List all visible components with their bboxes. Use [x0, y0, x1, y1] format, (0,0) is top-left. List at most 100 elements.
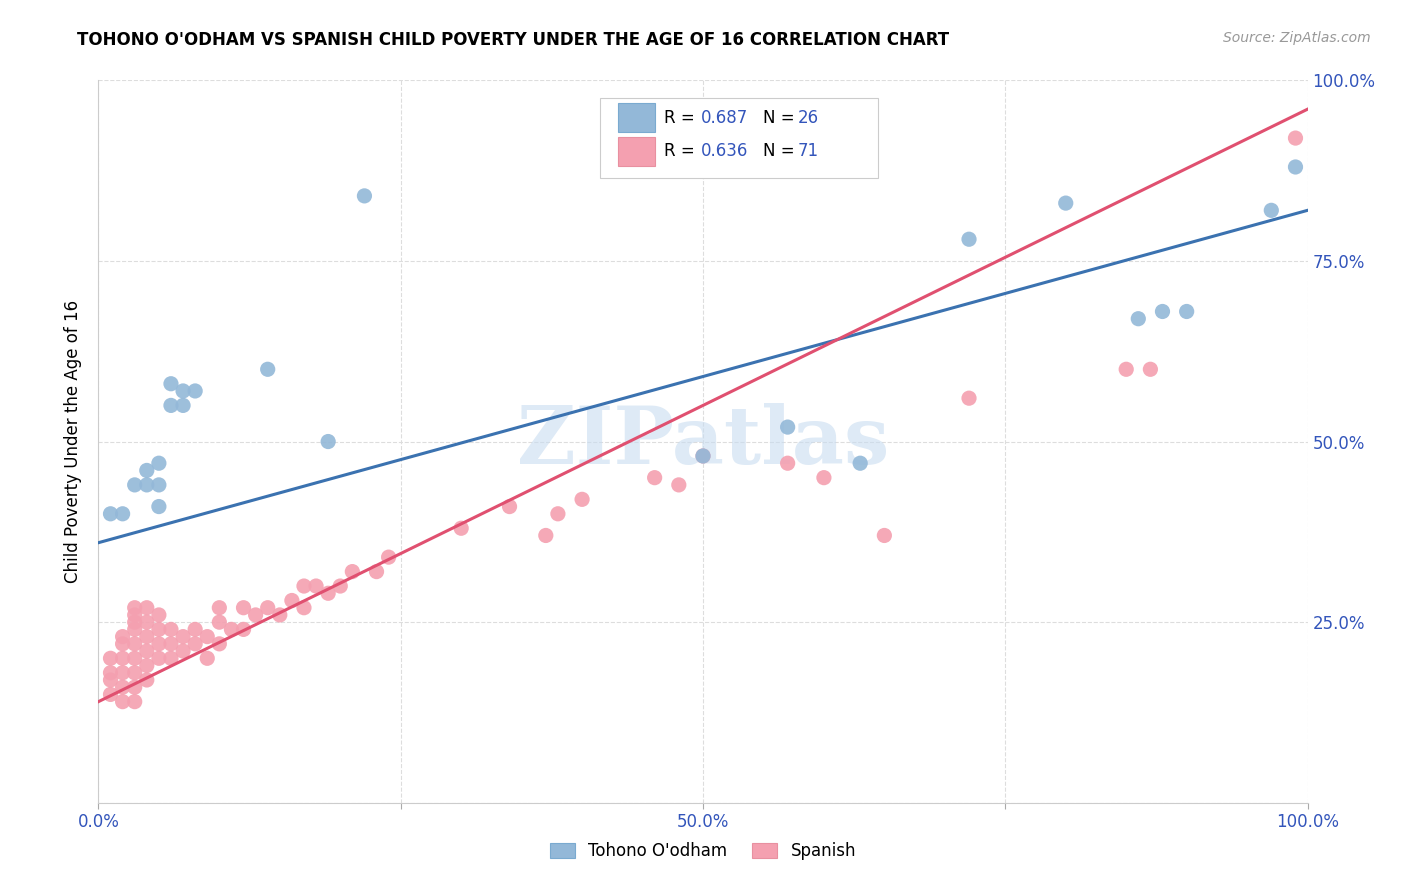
Point [195, 651, 218, 665]
Point [534, 528, 557, 542]
FancyBboxPatch shape [619, 103, 655, 132]
Point [135, 463, 157, 477]
Point [172, 630, 194, 644]
Point [100, 687, 122, 701]
Point [342, 565, 364, 579]
Point [135, 658, 157, 673]
Point [111, 507, 134, 521]
Text: TOHONO O'ODHAM VS SPANISH CHILD POVERTY UNDER THE AGE OF 16 CORRELATION CHART: TOHONO O'ODHAM VS SPANISH CHILD POVERTY … [77, 31, 949, 49]
Point [148, 500, 170, 514]
Point [135, 673, 157, 687]
Point [124, 665, 146, 680]
Point [160, 376, 183, 391]
Point [292, 600, 315, 615]
Point [148, 478, 170, 492]
Point [184, 384, 207, 398]
Point [160, 651, 183, 665]
Point [221, 623, 243, 637]
Point [873, 528, 896, 542]
Point [100, 507, 122, 521]
Point [1284, 160, 1306, 174]
Point [1152, 304, 1174, 318]
Point [111, 695, 134, 709]
Point [1128, 311, 1150, 326]
Point [172, 644, 194, 658]
Point [208, 615, 231, 630]
Point [195, 630, 218, 644]
Point [1175, 304, 1198, 318]
Point [111, 630, 134, 644]
Point [135, 600, 157, 615]
Point [1054, 196, 1077, 211]
Point [100, 673, 122, 687]
Point [184, 637, 207, 651]
Point [111, 651, 134, 665]
Point [813, 470, 835, 484]
Point [776, 420, 799, 434]
Text: N =: N = [763, 109, 800, 127]
Point [245, 607, 267, 622]
Point [1284, 131, 1306, 145]
Point [316, 434, 339, 449]
Point [256, 362, 278, 376]
Point [957, 391, 980, 405]
FancyBboxPatch shape [600, 98, 879, 178]
Point [957, 232, 980, 246]
Point [353, 189, 375, 203]
Point [135, 630, 157, 644]
Point [124, 680, 146, 694]
Text: 0.636: 0.636 [700, 142, 748, 160]
Text: R =: R = [664, 142, 700, 160]
Point [148, 623, 170, 637]
Text: Source: ZipAtlas.com: Source: ZipAtlas.com [1223, 31, 1371, 45]
Point [668, 478, 690, 492]
Point [232, 600, 254, 615]
Point [111, 680, 134, 694]
Point [571, 492, 593, 507]
FancyBboxPatch shape [619, 136, 655, 166]
Point [148, 607, 170, 622]
Point [124, 695, 146, 709]
Legend: Tohono O'odham, Spanish: Tohono O'odham, Spanish [543, 836, 863, 867]
Point [292, 579, 315, 593]
Point [776, 456, 799, 470]
Point [111, 637, 134, 651]
Point [124, 623, 146, 637]
Point [208, 600, 231, 615]
Point [644, 470, 666, 484]
Point [172, 384, 194, 398]
Point [281, 593, 304, 607]
Point [692, 449, 714, 463]
Point [498, 500, 520, 514]
Point [305, 579, 328, 593]
Point [160, 637, 183, 651]
Point [124, 478, 146, 492]
Point [172, 398, 194, 412]
Point [135, 478, 157, 492]
Point [1115, 362, 1137, 376]
Point [148, 637, 170, 651]
Point [124, 637, 146, 651]
Point [208, 637, 231, 651]
Point [160, 623, 183, 637]
Point [316, 586, 339, 600]
Point [100, 651, 122, 665]
Point [124, 651, 146, 665]
Point [366, 565, 388, 579]
Point [135, 615, 157, 630]
Point [269, 607, 291, 622]
Point [329, 579, 352, 593]
Point [100, 665, 122, 680]
Text: 0.687: 0.687 [700, 109, 748, 127]
Point [256, 600, 278, 615]
Point [111, 665, 134, 680]
Point [692, 449, 714, 463]
Text: 26: 26 [797, 109, 818, 127]
Point [148, 651, 170, 665]
Y-axis label: Child Poverty Under the Age of 16: Child Poverty Under the Age of 16 [65, 300, 83, 583]
Point [377, 550, 399, 565]
Point [232, 623, 254, 637]
Point [135, 644, 157, 658]
Point [1260, 203, 1282, 218]
Point [148, 456, 170, 470]
